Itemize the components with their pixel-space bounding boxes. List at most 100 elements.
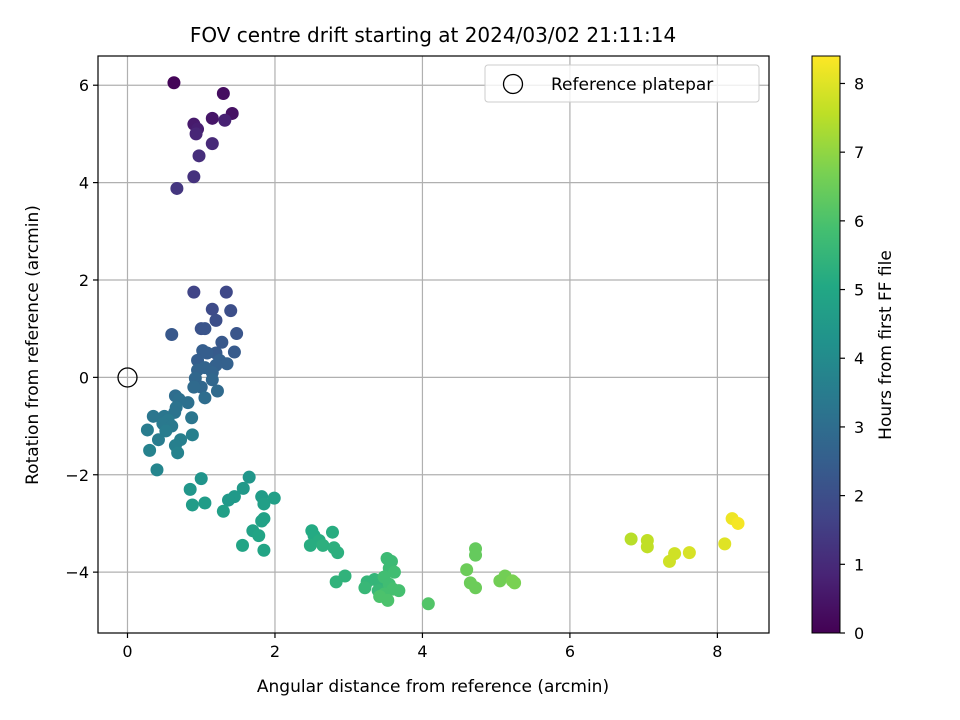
x-axis-ticks: 0 2 4 6 8 <box>122 633 722 661</box>
data-point <box>198 391 212 405</box>
colorbar-tick-label: 1 <box>854 555 864 574</box>
data-point <box>140 423 154 437</box>
data-point <box>171 446 185 460</box>
data-point <box>252 529 266 543</box>
data-point <box>185 411 199 425</box>
y-tick-label: 0 <box>79 368 89 387</box>
data-point <box>381 593 395 607</box>
data-point <box>189 127 203 141</box>
data-point <box>198 496 212 510</box>
data-point <box>236 481 250 495</box>
data-point <box>242 470 256 484</box>
data-point <box>469 548 483 562</box>
data-point <box>150 463 164 477</box>
y-tick-label: 2 <box>79 271 89 290</box>
plot-frame <box>97 55 770 634</box>
data-point <box>219 285 233 299</box>
data-point <box>325 525 339 539</box>
y-axis-label: Rotation from reference (arcmin) <box>23 205 43 485</box>
data-point <box>181 396 195 410</box>
data-point <box>159 424 173 438</box>
y-axis-ticks: −4 −2 0 2 4 6 <box>65 76 98 582</box>
data-point <box>662 554 676 568</box>
data-point <box>469 581 483 595</box>
data-point <box>222 493 236 507</box>
data-point <box>170 181 184 195</box>
data-point <box>224 304 238 318</box>
data-point <box>227 345 241 359</box>
data-point <box>220 357 234 371</box>
data-point <box>151 433 165 447</box>
grid-lines <box>98 56 769 633</box>
data-point <box>303 538 317 552</box>
data-point <box>185 498 199 512</box>
x-tick-label: 2 <box>270 642 280 661</box>
data-point <box>255 514 269 528</box>
colorbar-label: Hours from first FF file <box>876 250 896 440</box>
data-point <box>316 538 330 552</box>
y-tick-label: −4 <box>65 563 89 582</box>
reference-marker <box>117 367 138 388</box>
colorbar-tick-label: 6 <box>854 212 864 231</box>
legend: Reference platepar <box>484 64 760 103</box>
legend-box <box>484 64 760 103</box>
y-tick-label: 6 <box>79 76 89 95</box>
data-point <box>358 581 372 595</box>
data-point <box>218 113 232 127</box>
data-point <box>508 576 522 590</box>
y-tick-label: −2 <box>65 466 89 485</box>
colorbar-tick-label: 7 <box>854 143 864 162</box>
colorbar-tick-label: 2 <box>854 487 864 506</box>
data-point <box>205 302 219 316</box>
data-point <box>331 546 345 560</box>
colorbar-tick-label: 4 <box>854 349 864 368</box>
x-axis-label: Angular distance from reference (arcmin) <box>257 677 609 697</box>
colorbar-ticks: 0 1 2 3 4 5 6 7 8 <box>840 74 864 643</box>
data-point <box>216 504 230 518</box>
x-tick-label: 6 <box>565 642 575 661</box>
x-tick-label: 4 <box>417 642 427 661</box>
data-point <box>421 597 435 611</box>
data-point <box>257 497 271 511</box>
data-point <box>216 86 230 100</box>
data-point <box>205 137 219 151</box>
colorbar-tick-label: 3 <box>854 418 864 437</box>
colorbar <box>811 55 841 634</box>
data-point <box>187 285 201 299</box>
data-point <box>329 575 343 589</box>
data-point <box>718 537 732 551</box>
data-point <box>392 584 406 598</box>
data-point <box>167 76 181 90</box>
data-point <box>146 409 160 423</box>
data-point <box>143 443 157 457</box>
data-point <box>200 346 214 360</box>
data-point <box>215 335 229 349</box>
data-point <box>165 328 179 342</box>
data-point <box>460 563 474 577</box>
data-point <box>210 384 224 398</box>
data-point <box>640 540 654 554</box>
data-point <box>624 532 638 546</box>
data-point <box>209 313 223 327</box>
data-point <box>493 574 507 588</box>
data-point <box>192 149 206 163</box>
data-point <box>682 546 696 560</box>
colorbar-tick-label: 8 <box>854 74 864 93</box>
data-point <box>731 516 745 530</box>
colorbar-tick-label: 0 <box>854 624 864 643</box>
x-tick-label: 0 <box>122 642 132 661</box>
data-point <box>187 380 201 394</box>
data-point <box>205 373 219 387</box>
data-point <box>257 543 271 557</box>
data-point <box>198 322 212 336</box>
chart-title: FOV centre drift starting at 2024/03/02 … <box>190 23 676 47</box>
x-tick-label: 8 <box>712 642 722 661</box>
data-point <box>230 327 244 341</box>
data-points <box>140 76 745 611</box>
data-point <box>387 565 401 579</box>
data-point <box>267 491 281 505</box>
data-point <box>187 170 201 184</box>
y-tick-label: 4 <box>79 174 89 193</box>
colorbar-tick-label: 5 <box>854 281 864 300</box>
